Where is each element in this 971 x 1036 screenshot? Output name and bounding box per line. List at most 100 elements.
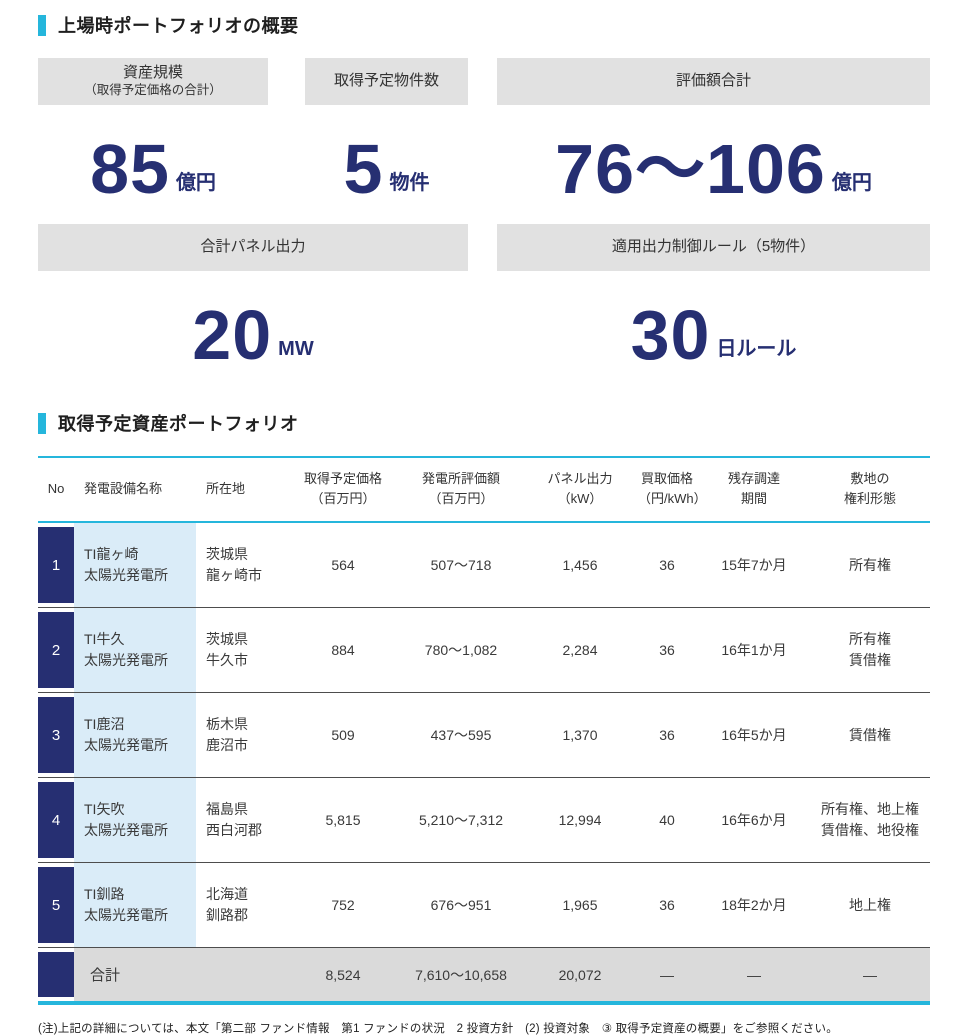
overview-section-heading: 上場時ポートフォリオの概要 xyxy=(38,12,933,38)
cell-no: 1 xyxy=(38,522,74,608)
portfolio-table-head: No 発電設備名称 所在地 取得予定価格 （百万円） 発電所評価額 （百万円） パネル出力 （k… xyxy=(38,457,930,523)
stat-asset-size-label: 資産規模 xyxy=(122,64,183,82)
column-header-valuation: 発電所評価額 （百万円） xyxy=(398,457,524,523)
stat-valuation-total-label: 評価額合計 xyxy=(675,72,751,90)
stat-panel-output-unit: MW xyxy=(278,338,314,360)
cell-no: 4 xyxy=(38,777,74,863)
stat-panel-output-header: 合計パネル出力 xyxy=(38,224,468,271)
cell-land-rights: 所有権 賃借権 xyxy=(810,607,930,693)
stat-panel-output-label: 合計パネル出力 xyxy=(200,238,306,256)
cell-price: 884 xyxy=(288,607,398,693)
total-valuation: 7,610〜10,658 xyxy=(398,947,524,1005)
column-header-facility: 発電設備名称 xyxy=(74,457,196,523)
overview-stats-row-1: 資産規模 （取得予定価格の合計） 85 億円 取得予定物件数 5 物件 評価額合… xyxy=(38,58,930,208)
cell-location: 茨城県 龍ヶ崎市 xyxy=(196,522,288,608)
stat-curtailment-rule-number: 30 xyxy=(630,295,711,374)
overview-stats-row-2: 合計パネル出力 20 MW 適用出力制御ルール（5物件） 30 日ルール xyxy=(38,224,930,374)
cell-facility-name: TI鹿沼 太陽光発電所 xyxy=(74,692,196,778)
cell-price: 5,815 xyxy=(288,777,398,863)
total-remaining-period: — xyxy=(698,947,810,1005)
total-price: 8,524 xyxy=(288,947,398,1005)
stat-panel-output: 合計パネル出力 20 MW xyxy=(38,224,468,369)
stat-curtailment-rule-value: 30 日ルール xyxy=(497,271,930,374)
row-number-badge: 3 xyxy=(38,697,74,773)
cell-valuation: 780〜1,082 xyxy=(398,607,524,693)
portfolio-table-header-row: No 発電設備名称 所在地 取得予定価格 （百万円） 発電所評価額 （百万円） パネル出力 （k… xyxy=(38,457,930,523)
stat-property-count-value: 5 物件 xyxy=(305,105,468,203)
column-header-location: 所在地 xyxy=(196,457,288,523)
stat-asset-size-header: 資産規模 （取得予定価格の合計） xyxy=(38,58,268,105)
cell-location: 栃木県 鹿沼市 xyxy=(196,692,288,778)
stat-asset-size: 資産規模 （取得予定価格の合計） 85 億円 xyxy=(38,58,268,208)
cell-price: 564 xyxy=(288,522,398,608)
portfolio-table-body: 1 TI龍ヶ崎 太陽光発電所 茨城県 龍ヶ崎市 564 507〜718 1,456 36 15年7… xyxy=(38,522,930,1005)
cell-land-rights: 地上権 xyxy=(810,862,930,948)
cell-panel-output: 1,370 xyxy=(524,692,636,778)
cell-price: 509 xyxy=(288,692,398,778)
cell-price: 752 xyxy=(288,862,398,948)
stat-valuation-total-number: 76〜106 xyxy=(555,129,826,208)
column-header-rights: 敷地の 権利形態 xyxy=(810,457,930,523)
footnote: (注)上記の詳細については、本文「第二部 ファンド情報 第1 ファンドの状況 2… xyxy=(38,1023,838,1035)
cell-no: 2 xyxy=(38,607,74,693)
portfolio-section-heading: 取得予定資産ポートフォリオ xyxy=(38,410,933,436)
table-row: 3 TI鹿沼 太陽光発電所 栃木県 鹿沼市 509 437〜595 1,370 36 16年5か月… xyxy=(38,692,930,778)
cell-tariff: 36 xyxy=(636,862,698,948)
cell-panel-output: 12,994 xyxy=(524,777,636,863)
table-total-row: 合計 8,524 7,610〜10,658 20,072— — — xyxy=(38,947,930,1005)
cell-land-rights: 賃借権 xyxy=(810,692,930,778)
row-number-badge: 2 xyxy=(38,612,74,688)
stat-valuation-total-header: 評価額合計 xyxy=(497,58,930,105)
total-panel-output: 20,072 xyxy=(524,947,636,1005)
section-bullet-icon xyxy=(38,412,46,434)
column-header-no: No xyxy=(38,457,74,523)
cell-valuation: 676〜951 xyxy=(398,862,524,948)
cell-remaining-period: 18年2か月 xyxy=(698,862,810,948)
section-bullet-icon xyxy=(38,14,46,36)
total-tariff: — xyxy=(636,947,698,1005)
stat-curtailment-rule: 適用出力制御ルール（5物件） 30 日ルール xyxy=(497,224,930,374)
cell-panel-output: 2,284 xyxy=(524,607,636,693)
cell-remaining-period: 15年7か月 xyxy=(698,522,810,608)
column-header-tariff: 買取価格 （円/kWh） xyxy=(636,457,707,523)
stat-asset-size-number: 85 xyxy=(90,129,170,208)
cell-location: 福島県 西白河郡 xyxy=(196,777,288,863)
cell-valuation: 5,210〜7,312 xyxy=(398,777,524,863)
stat-asset-size-sublabel: （取得予定価格の合計） xyxy=(84,83,222,98)
cell-panel-output: 1,456 xyxy=(524,522,636,608)
cell-location: 茨城県 牛久市 xyxy=(196,607,288,693)
cell-remaining-period: 16年6か月 xyxy=(698,777,810,863)
cell-location: 北海道 釧路郡 xyxy=(196,862,288,948)
cell-tariff: 36 xyxy=(636,607,698,693)
stat-valuation-total: 評価額合計 76〜106 億円 xyxy=(497,58,930,208)
cell-land-rights: 所有権、地上権 賃借権、地役権 xyxy=(810,777,930,863)
row-number-badge: 5 xyxy=(38,867,74,943)
stat-property-count: 取得予定物件数 5 物件 xyxy=(305,58,468,203)
stat-asset-size-unit: 億円 xyxy=(175,172,216,194)
table-row: 1 TI龍ヶ崎 太陽光発電所 茨城県 龍ヶ崎市 564 507〜718 1,456 36 15年7… xyxy=(38,522,930,608)
stat-asset-size-value: 85 億円 xyxy=(38,105,268,208)
stat-panel-output-value: 20 MW xyxy=(38,271,468,369)
cell-no xyxy=(38,947,74,1005)
section-spacer xyxy=(38,368,933,408)
table-row: 5 TI釧路 太陽光発電所 北海道 釧路郡 752 676〜951 1,965 36 18年2か月… xyxy=(38,862,930,948)
stat-property-count-label: 取得予定物件数 xyxy=(333,72,439,90)
cell-remaining-period: 16年1か月 xyxy=(698,607,810,693)
row-number-badge: 1 xyxy=(38,527,74,603)
stat-valuation-total-unit: 億円 xyxy=(831,172,872,194)
cell-valuation: 507〜718 xyxy=(398,522,524,608)
stat-curtailment-rule-label: 適用出力制御ルール（5物件） xyxy=(611,238,816,256)
portfolio-section-title: 取得予定資産ポートフォリオ xyxy=(58,414,299,434)
stat-curtailment-rule-header: 適用出力制御ルール（5物件） xyxy=(497,224,930,271)
cell-valuation: 437〜595 xyxy=(398,692,524,778)
portfolio-table: No 発電設備名称 所在地 取得予定価格 （百万円） 発電所評価額 （百万円） パネル出力 （k… xyxy=(38,456,930,1005)
cell-facility-name: TI牛久 太陽光発電所 xyxy=(74,607,196,693)
total-land-rights: — xyxy=(810,947,930,1005)
column-header-output: パネル出力 （kW） xyxy=(524,457,636,523)
column-header-price: 取得予定価格 （百万円） xyxy=(288,457,398,523)
column-header-period: 残存調達 期間 xyxy=(698,457,810,523)
cell-facility-name: TI矢吹 太陽光発電所 xyxy=(74,777,196,863)
total-label: 合計 xyxy=(74,947,288,1005)
cell-no: 5 xyxy=(38,862,74,948)
